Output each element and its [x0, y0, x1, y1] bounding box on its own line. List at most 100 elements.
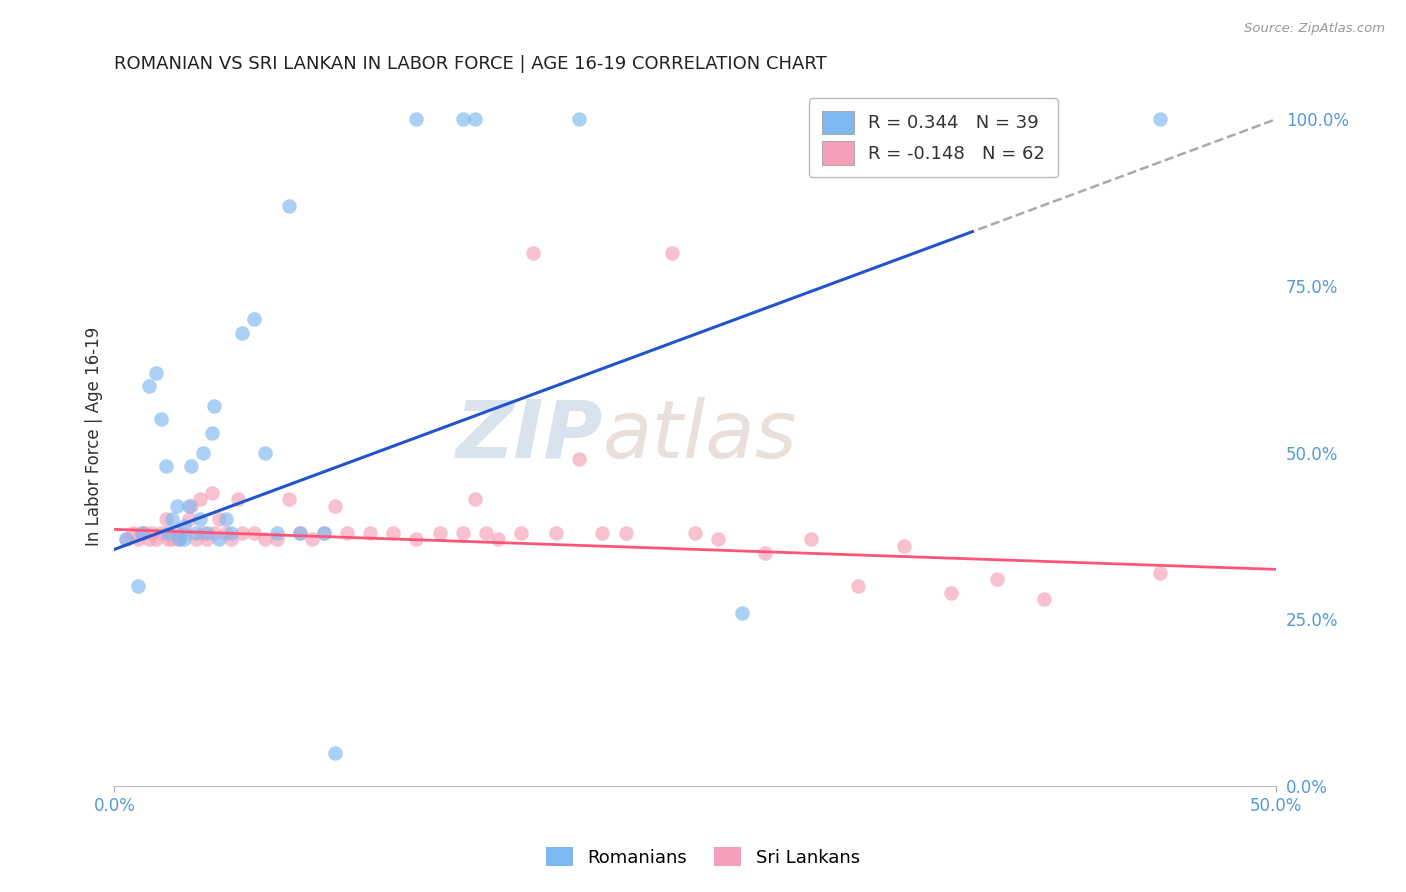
Point: [290, 525, 312, 540]
Point: [195, 533, 218, 547]
Point: [141, 525, 163, 540]
Point: [173, 525, 195, 540]
Point: [707, 533, 730, 547]
Point: [522, 245, 544, 260]
Point: [173, 533, 195, 547]
Point: [155, 512, 177, 526]
Point: [138, 379, 160, 393]
Point: [405, 533, 427, 547]
Point: [145, 533, 167, 547]
Point: [475, 525, 498, 540]
Point: [156, 533, 179, 547]
Point: [156, 525, 179, 540]
Point: [963, 112, 986, 127]
Point: [131, 525, 153, 540]
Point: [846, 579, 869, 593]
Point: [661, 245, 683, 260]
Point: [191, 445, 214, 459]
Point: [180, 458, 202, 473]
Point: [190, 512, 212, 526]
Point: [323, 499, 346, 513]
Point: [731, 606, 754, 620]
Point: [145, 366, 167, 380]
Point: [169, 533, 191, 547]
Point: [231, 326, 253, 340]
Text: ZIP: ZIP: [456, 397, 602, 475]
Point: [1149, 566, 1171, 580]
Point: [184, 533, 207, 547]
Point: [226, 492, 249, 507]
Point: [243, 525, 266, 540]
Point: [544, 525, 567, 540]
Point: [301, 533, 323, 547]
Point: [254, 445, 277, 459]
Point: [191, 525, 214, 540]
Point: [149, 412, 172, 426]
Point: [231, 525, 253, 540]
Point: [215, 512, 238, 526]
Point: [464, 112, 486, 127]
Point: [190, 492, 212, 507]
Point: [177, 512, 200, 526]
Point: [568, 452, 591, 467]
Text: atlas: atlas: [602, 397, 797, 475]
Point: [177, 499, 200, 513]
Point: [1032, 592, 1054, 607]
Point: [405, 112, 427, 127]
Point: [614, 525, 637, 540]
Point: [568, 112, 591, 127]
Point: [290, 525, 312, 540]
Point: [451, 112, 474, 127]
Point: [166, 525, 188, 540]
Point: [986, 573, 1008, 587]
Point: [486, 533, 509, 547]
Point: [138, 533, 160, 547]
Point: [202, 399, 225, 413]
Point: [162, 533, 184, 547]
Point: [195, 525, 218, 540]
Point: [451, 525, 474, 540]
Point: [323, 746, 346, 760]
Point: [127, 579, 149, 593]
Point: [893, 539, 915, 553]
Point: [359, 525, 381, 540]
Point: [591, 525, 613, 540]
Point: [1149, 112, 1171, 127]
Point: [277, 199, 299, 213]
Point: [429, 525, 451, 540]
Point: [180, 499, 202, 513]
Point: [754, 546, 776, 560]
Point: [266, 525, 288, 540]
Point: [219, 533, 242, 547]
Point: [155, 458, 177, 473]
Point: [127, 533, 149, 547]
Point: [683, 525, 706, 540]
Point: [464, 492, 486, 507]
Point: [122, 525, 145, 540]
Point: [184, 525, 207, 540]
Point: [201, 425, 224, 440]
Legend: R = 0.344   N = 39, R = -0.148   N = 62: R = 0.344 N = 39, R = -0.148 N = 62: [808, 98, 1057, 178]
Point: [510, 525, 533, 540]
Point: [208, 512, 231, 526]
Legend: Romanians, Sri Lankans: Romanians, Sri Lankans: [538, 840, 868, 874]
Text: ROMANIAN VS SRI LANKAN IN LABOR FORCE | AGE 16-19 CORRELATION CHART: ROMANIAN VS SRI LANKAN IN LABOR FORCE | …: [114, 55, 827, 73]
Y-axis label: In Labor Force | Age 16-19: In Labor Force | Age 16-19: [86, 326, 103, 546]
Point: [202, 525, 225, 540]
Point: [336, 525, 359, 540]
Point: [162, 512, 184, 526]
Point: [173, 519, 195, 533]
Point: [254, 533, 277, 547]
Point: [169, 533, 191, 547]
Point: [312, 525, 335, 540]
Point: [201, 485, 224, 500]
Point: [166, 499, 188, 513]
Point: [134, 525, 156, 540]
Point: [115, 533, 138, 547]
Point: [215, 525, 238, 540]
Point: [131, 525, 153, 540]
Point: [266, 533, 288, 547]
Point: [939, 585, 962, 599]
Point: [382, 525, 405, 540]
Point: [208, 533, 231, 547]
